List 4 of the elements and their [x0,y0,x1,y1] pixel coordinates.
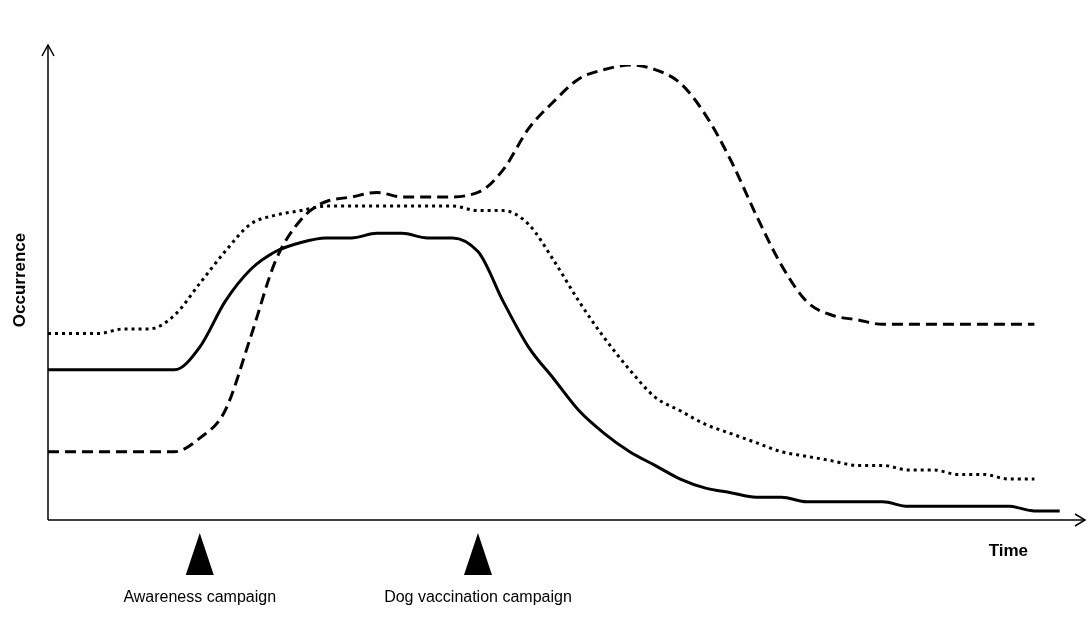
y-axis-title: Occurrence [10,232,30,328]
text: Dog vaccination campaign [383,588,573,606]
x-axis-title: Time [988,541,1028,561]
text: Awareness campaign [122,588,278,606]
